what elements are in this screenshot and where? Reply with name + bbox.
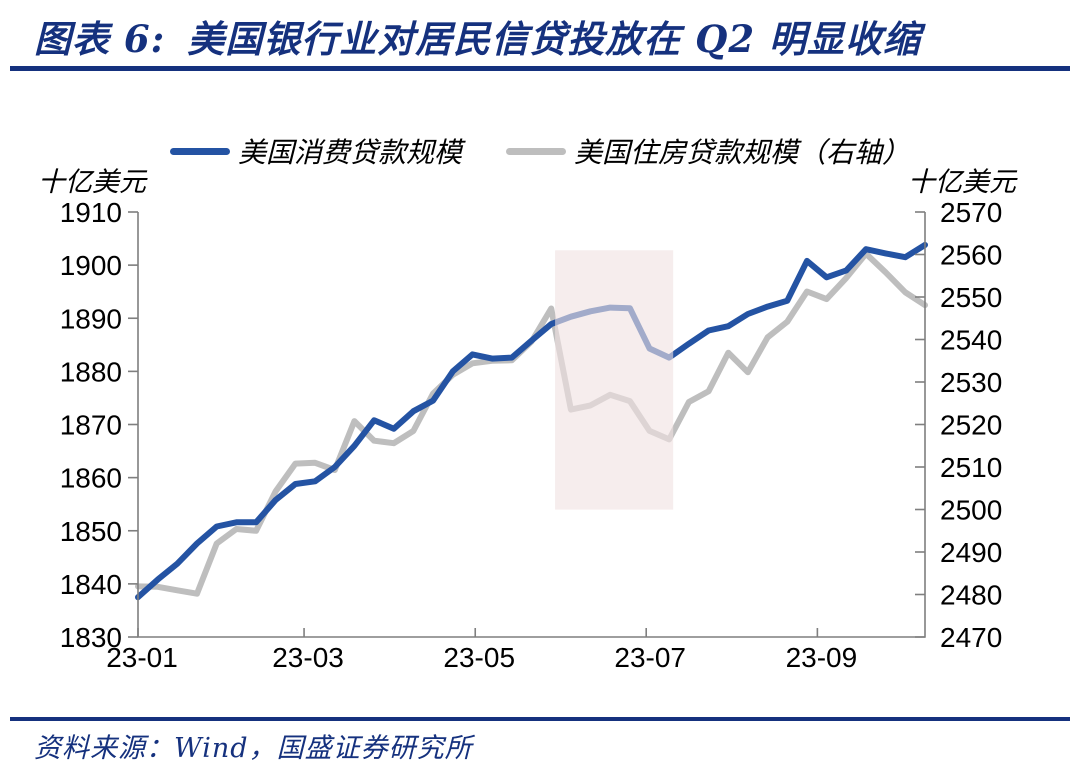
left-axis-tick-label: 1870 bbox=[60, 410, 122, 441]
right-axis-tick-label: 2550 bbox=[940, 282, 1002, 313]
housing-loans-line-swatch bbox=[506, 147, 566, 155]
left-axis-tick-label: 1900 bbox=[60, 250, 122, 281]
x-axis-tick-label: 23-07 bbox=[614, 642, 686, 673]
left-axis-tick-label: 1890 bbox=[60, 303, 122, 334]
left-axis-tick-label: 1860 bbox=[60, 463, 122, 494]
right-axis-tick-label: 2500 bbox=[940, 495, 1002, 526]
right-axis-tick-label: 2560 bbox=[940, 240, 1002, 271]
right-axis-tick-label: 2510 bbox=[940, 452, 1002, 483]
left-axis-unit-label: 十亿美元 bbox=[38, 167, 146, 198]
left-axis-tick-label: 1910 bbox=[60, 197, 122, 228]
right-axis-tick-label: 2520 bbox=[940, 410, 1002, 441]
legend-item-housing-loans: 美国住房贷款规模（右轴） bbox=[506, 131, 910, 171]
chart-number-label: 图表 6: bbox=[34, 17, 166, 61]
legend-label-housing-loans: 美国住房贷款规模（右轴） bbox=[574, 136, 911, 169]
consumer-loans-line-swatch bbox=[169, 147, 230, 155]
legend-item-consumer-loans: 美国消费贷款规模 bbox=[169, 131, 462, 171]
axis-frame bbox=[137, 212, 926, 638]
legend-label-consumer-loans: 美国消费贷款规模 bbox=[237, 136, 462, 169]
left-axis-tick-label: 1840 bbox=[60, 569, 122, 600]
source-note: 资料来源：Wind，国盛证券研究所 bbox=[34, 733, 473, 764]
chart-title-text: 美国银行业对居民信贷投放在 Q2 明显收缩 bbox=[187, 17, 922, 61]
legend: 美国消费贷款规模 美国住房贷款规模（右轴） bbox=[0, 130, 1080, 172]
x-axis-tick-label: 23-05 bbox=[443, 642, 515, 673]
title-divider bbox=[10, 66, 1070, 71]
housing-loans-line bbox=[135, 250, 928, 597]
left-axis-tick-label: 1850 bbox=[60, 516, 122, 547]
page-title: 图表 6: 美国银行业对居民信贷投放在 Q2 明显收缩 bbox=[34, 8, 1064, 64]
left-axis-tick-label: 1880 bbox=[60, 356, 122, 387]
footer-divider bbox=[10, 717, 1070, 721]
right-axis-unit-label: 十亿美元 bbox=[908, 167, 1016, 198]
x-axis-tick-label: 23-01 bbox=[106, 642, 178, 673]
left-axis-tick-label: 1830 bbox=[60, 622, 122, 653]
x-axis-tick-label: 23-09 bbox=[786, 642, 858, 673]
right-axis-tick-label: 2530 bbox=[940, 367, 1002, 398]
x-axis-tick-label: 23-03 bbox=[272, 642, 344, 673]
q2-highlight-band bbox=[555, 250, 674, 510]
right-axis-tick-label: 2540 bbox=[940, 325, 1002, 356]
right-axis-tick-label: 2470 bbox=[940, 622, 1002, 653]
right-axis-tick-label: 2490 bbox=[940, 537, 1002, 568]
right-axis-tick-label: 2480 bbox=[940, 580, 1002, 611]
right-axis-tick-label: 2570 bbox=[940, 197, 1002, 228]
consumer-loans-line bbox=[135, 241, 928, 601]
